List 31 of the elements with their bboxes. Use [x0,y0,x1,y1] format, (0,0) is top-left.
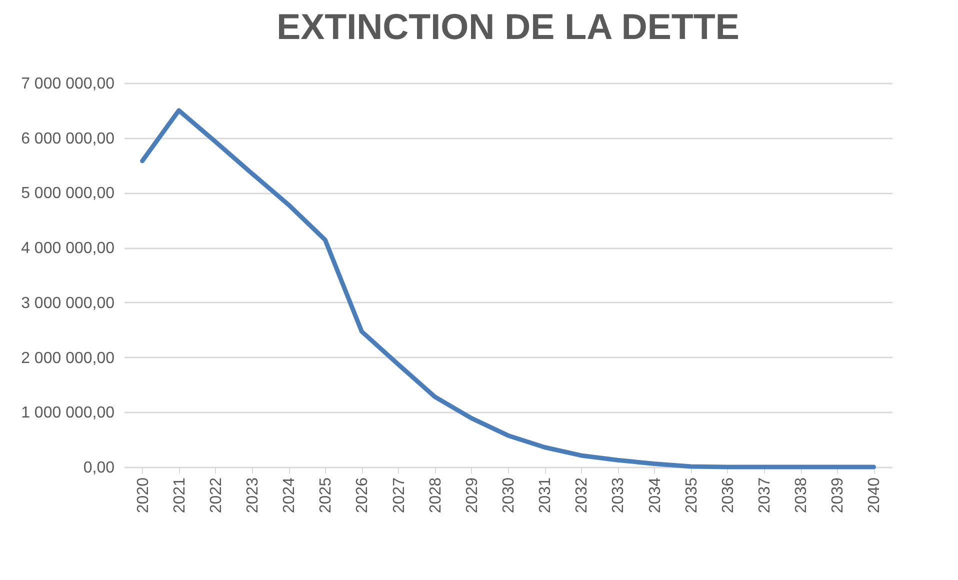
x-tick-label: 2037 [756,477,774,514]
y-tick-label: 7 000 000,00 [21,76,115,92]
y-tick-label: 4 000 000,00 [21,240,115,258]
line-series [140,108,876,470]
x-tick-label: 2032 [574,477,591,514]
x-tick-label: 2022 [208,477,225,514]
x-tick-label: 2023 [244,477,262,514]
x-tick-label: 2036 [720,477,737,514]
x-tick-label: 2025 [318,477,335,514]
x-tick-label: 2029 [464,477,481,514]
x-tick-label: 2024 [281,477,298,514]
y-tick-label: 2 000 000,00 [21,350,115,367]
y-tick-label: 5 000 000,00 [21,185,115,202]
y-tick-label: 1 000 000,00 [21,404,115,422]
x-tick-label: 2026 [354,477,372,514]
x-tick-label: 2040 [866,477,884,514]
x-tick-label: 2039 [830,477,847,514]
x-tick-label: 2033 [610,477,628,514]
x-tick-label: 2035 [683,477,700,514]
y-tick-label: 6 000 000,00 [21,130,115,148]
x-tick-label: 2038 [793,477,810,514]
y-tick-label: 3 000 000,00 [21,294,115,312]
x-tick-label: 2027 [390,477,408,514]
x-tick-label: 2034 [646,477,664,514]
x-tick-label: 2020 [134,477,152,514]
x-tick-label: 2030 [500,477,518,514]
x-tick-label: 2021 [171,477,188,514]
x-tick-label: 2031 [537,477,554,514]
chart-title: EXTINCTION DE LA DETTE [276,6,740,47]
y-tick-label: 0,00 [83,460,115,476]
x-tick-label: 2028 [427,477,444,514]
